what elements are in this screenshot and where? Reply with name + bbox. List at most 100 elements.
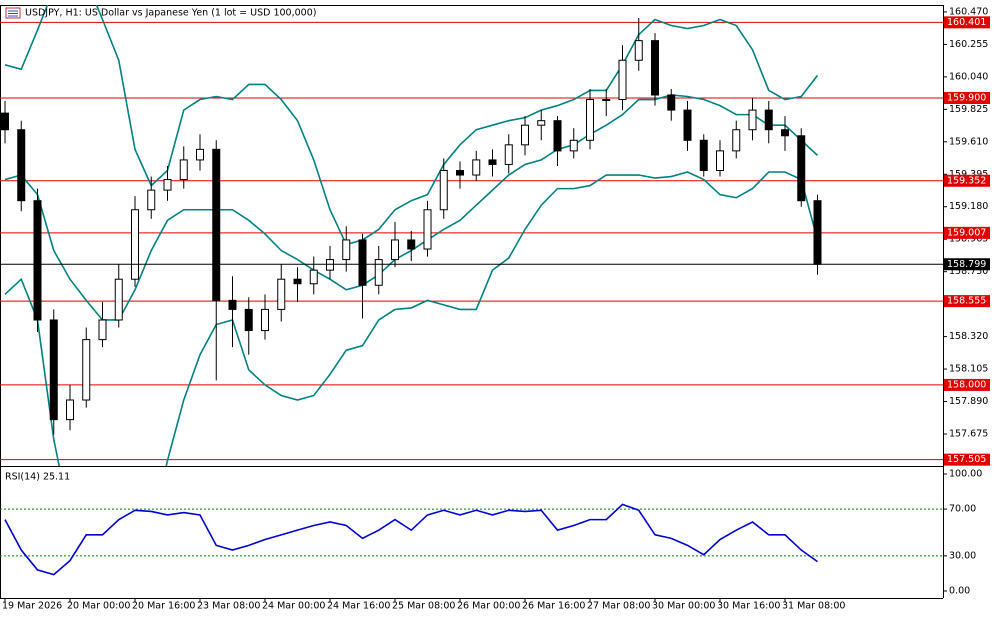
- level-label-box: [944, 226, 990, 239]
- y-tick-label: 159.610: [949, 136, 988, 147]
- y-tick-label: 158.750: [949, 266, 988, 277]
- y-tick-label: 158.320: [949, 331, 988, 342]
- candle-body: [472, 159, 481, 176]
- candle-body: [374, 259, 383, 286]
- rsi-panel: [0, 503, 943, 576]
- candle-body: [569, 139, 578, 152]
- y-tick-label: 158.105: [949, 364, 988, 375]
- candle-body: [748, 109, 757, 131]
- candle-body: [131, 209, 139, 280]
- rsi-tick-label: 30.00: [949, 550, 976, 561]
- x-tick-label: 23 Mar 08:00: [197, 601, 260, 612]
- x-tick-label: 26 Mar 00:00: [457, 601, 520, 612]
- candle-body: [634, 40, 643, 61]
- level-label: 159.900: [947, 93, 986, 104]
- candle-body: [342, 239, 351, 261]
- candle-body: [456, 169, 464, 176]
- candle-body: [98, 319, 107, 341]
- candle-body: [82, 339, 91, 401]
- rsi-tick-label: 100.00: [949, 469, 982, 480]
- candle-body: [228, 299, 237, 310]
- x-tick-label: 20 Mar 16:00: [132, 601, 195, 612]
- band-lower: [4, 171, 819, 466]
- level-label: 160.401: [947, 17, 986, 28]
- x-tick-label: 27 Mar 08:00: [587, 601, 650, 612]
- y-tick-label: 157.675: [949, 428, 988, 439]
- candle-body: [504, 144, 513, 165]
- candle-body: [667, 94, 676, 111]
- candle-body: [716, 150, 724, 171]
- level-label: 158.555: [947, 296, 986, 307]
- level-label: 158.000: [947, 379, 986, 390]
- y-tick-label: 159.180: [949, 201, 988, 212]
- level-label-box: [944, 378, 990, 391]
- candle-body: [33, 200, 42, 321]
- level-label-box: [944, 453, 990, 466]
- candle-body: [683, 109, 692, 141]
- candle-body: [764, 109, 773, 131]
- candle-body: [114, 278, 123, 321]
- rsi-line: [4, 503, 818, 576]
- candle-body: [17, 129, 26, 202]
- candle-body: [521, 124, 529, 146]
- candle-body: [277, 278, 286, 310]
- candle-body: [261, 308, 269, 332]
- y-tick-label: 160.040: [949, 71, 988, 82]
- candle-body: [781, 129, 789, 137]
- band-upper: [4, 5, 819, 246]
- price-label: 158.799: [947, 259, 986, 270]
- candle-body: [699, 139, 708, 171]
- candle-body: [147, 189, 156, 211]
- x-tick-label: 24 Mar 16:00: [327, 601, 390, 612]
- candle-body: [651, 40, 659, 96]
- candle-body: [309, 269, 318, 285]
- price-panel: [0, 5, 943, 466]
- y-tick-label: 158.965: [949, 234, 988, 245]
- level-label-box: [944, 16, 990, 29]
- candle-body: [1, 112, 9, 131]
- candle-body: [212, 148, 221, 301]
- x-tick-label: 30 Mar 00:00: [652, 601, 715, 612]
- candle-body: [602, 99, 611, 102]
- x-tick-label: 19 Mar 2026: [2, 601, 62, 612]
- level-label-box: [944, 174, 990, 187]
- candle-body: [553, 120, 562, 152]
- candle-body: [813, 200, 822, 265]
- candle-body: [423, 209, 432, 250]
- x-tick-label: 25 Mar 08:00: [392, 601, 455, 612]
- candle-body: [537, 120, 546, 126]
- rsi-tick-label: 0.00: [949, 585, 970, 596]
- level-label: 159.007: [947, 227, 986, 238]
- candle-body: [586, 99, 594, 141]
- candle-body: [293, 278, 302, 285]
- candle-body: [66, 399, 74, 421]
- x-tick-label: 31 Mar 08:00: [782, 601, 845, 612]
- level-label: 159.352: [947, 175, 986, 186]
- candle-body: [797, 135, 806, 202]
- x-tick-label: 26 Mar 16:00: [522, 601, 585, 612]
- y-tick-label: 160.470: [949, 6, 988, 17]
- y-tick-label: 159.395: [949, 169, 988, 180]
- candle-body: [163, 179, 172, 191]
- candle-body: [488, 159, 497, 165]
- y-tick-label: 157.890: [949, 396, 988, 407]
- level-label-box: [944, 295, 990, 308]
- candle-body: [49, 319, 58, 421]
- price-label-box: [944, 258, 990, 271]
- rsi-title: RSI(14) 25.11: [5, 472, 70, 483]
- candle-body: [732, 129, 741, 152]
- symbol-icon: [5, 7, 21, 19]
- x-tick-label: 24 Mar 00:00: [262, 601, 325, 612]
- level-label: 157.505: [947, 454, 986, 465]
- candle-body: [179, 159, 188, 181]
- x-tick-label: 30 Mar 16:00: [717, 601, 780, 612]
- rsi-tick-label: 70.00: [949, 504, 976, 515]
- candle-body: [358, 239, 367, 286]
- candle-body: [196, 148, 204, 161]
- candle-body: [407, 239, 416, 250]
- x-tick-label: 20 Mar 00:00: [67, 601, 130, 612]
- axes: 160.470 160.255 160.040 159.825 159.610 159.3…: [2, 6, 990, 612]
- y-tick-label: 160.255: [949, 39, 988, 50]
- candle-body: [439, 169, 448, 211]
